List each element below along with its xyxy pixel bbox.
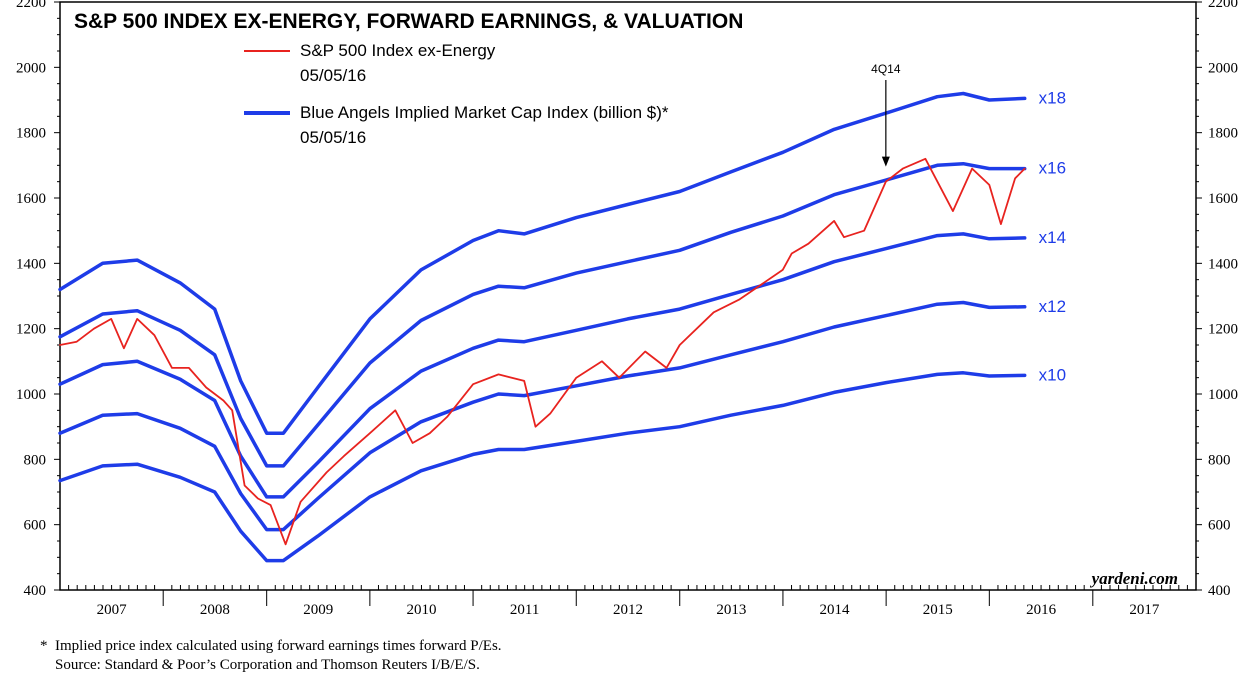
footnote-1: * Implied price index calculated using f… — [40, 638, 502, 654]
y-tick-label-right: 600 — [1208, 518, 1231, 534]
y-tick-label-right: 1000 — [1208, 387, 1238, 403]
legend-label: Blue Angels Implied Market Cap Index (bi… — [300, 103, 669, 122]
y-tick-label-left: 1000 — [16, 387, 46, 403]
annotation-arrowhead — [881, 156, 890, 167]
legend-date: 05/05/16 — [300, 66, 366, 85]
y-tick-label-right: 1200 — [1208, 322, 1238, 338]
series-label-x14: x14 — [1039, 228, 1066, 247]
y-tick-label-left: 1400 — [16, 256, 46, 272]
x-tick-label: 2013 — [716, 602, 746, 618]
x-tick-label: 2012 — [613, 602, 643, 618]
y-tick-label-right: 400 — [1208, 583, 1231, 599]
y-tick-label-right: 800 — [1208, 452, 1231, 468]
legend-label: S&P 500 Index ex-Energy — [300, 41, 496, 60]
x-tick-label: 2008 — [200, 602, 230, 618]
series-line-x14 — [58, 232, 1027, 499]
series-line-x12 — [58, 300, 1027, 532]
y-tick-label-left: 1200 — [16, 322, 46, 338]
x-tick-label: 2007 — [97, 602, 128, 618]
x-tick-label: 2016 — [1026, 602, 1057, 618]
y-tick-label-right: 2000 — [1208, 60, 1238, 76]
y-tick-label-left: 2200 — [16, 0, 46, 11]
series-line-s-p-500-index-ex-energy — [59, 157, 1026, 546]
watermark: yardeni.com — [1090, 569, 1178, 588]
y-tick-label-right: 1600 — [1208, 191, 1238, 207]
chart-title: S&P 500 INDEX EX-ENERGY, FORWARD EARNING… — [74, 10, 743, 33]
y-tick-label-left: 600 — [24, 518, 47, 534]
y-tick-label-left: 800 — [24, 452, 47, 468]
series-line-x16 — [58, 161, 1027, 468]
y-tick-label-right: 1400 — [1208, 256, 1238, 272]
x-tick-label: 2014 — [820, 602, 851, 618]
legend-date: 05/05/16 — [300, 128, 366, 147]
series-label-x12: x12 — [1039, 297, 1066, 316]
y-tick-label-left: 1800 — [16, 126, 46, 142]
y-tick-label-right: 1800 — [1208, 126, 1238, 142]
footnote-2: Source: Standard & Poor’s Corporation an… — [40, 657, 480, 673]
x-tick-label: 2011 — [510, 602, 539, 618]
x-tick-label: 2010 — [406, 602, 436, 618]
plot-frame — [59, 1, 1197, 591]
series-label-x10: x10 — [1039, 365, 1066, 384]
x-tick-label: 2017 — [1129, 602, 1160, 618]
x-tick-label: 2009 — [303, 602, 333, 618]
y-tick-label-left: 2000 — [16, 60, 46, 76]
series-label-x16: x16 — [1039, 159, 1066, 178]
y-tick-label-right: 2200 — [1208, 0, 1238, 11]
x-tick-label: 2015 — [923, 602, 953, 618]
annotation-label: 4Q14 — [871, 62, 901, 76]
y-tick-label-left: 400 — [24, 583, 47, 599]
y-tick-label-left: 1600 — [16, 191, 46, 207]
chart: 400 400 600 600 800 800 1000 1000 1200 1200 1400 14… — [16, 0, 1238, 618]
series-line-x10 — [58, 371, 1027, 563]
series-label-x18: x18 — [1039, 88, 1066, 107]
